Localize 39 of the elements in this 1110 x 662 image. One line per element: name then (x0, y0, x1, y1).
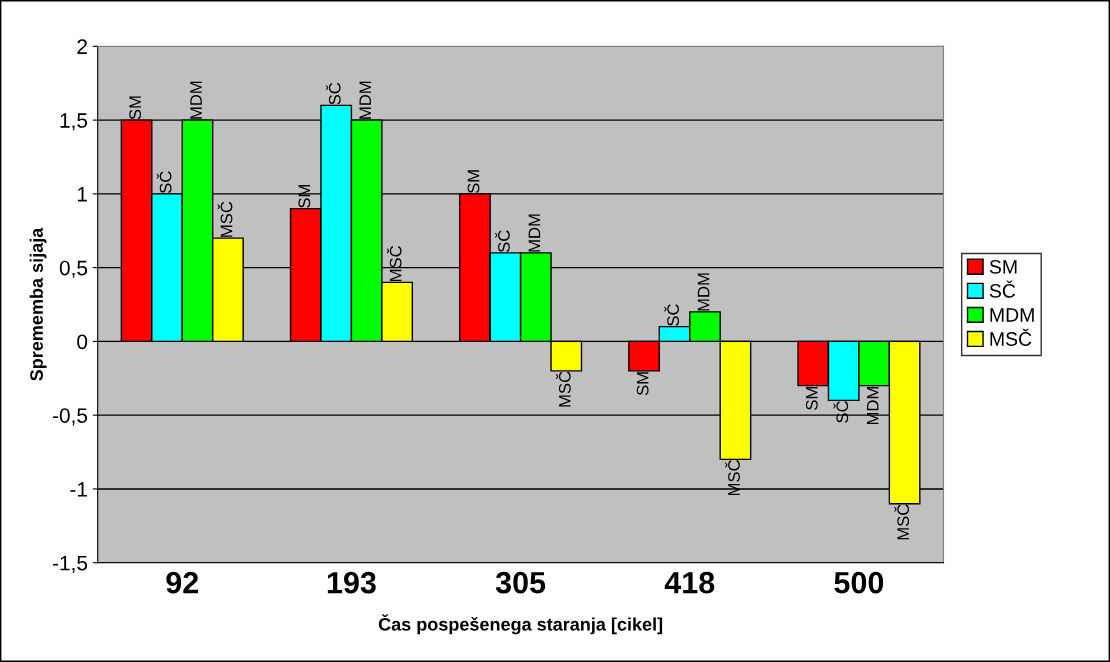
y-tick-label: 0,5 (59, 260, 88, 278)
text: SČ (156, 171, 172, 194)
text: MSČ (386, 245, 402, 282)
text: SČ (495, 230, 510, 253)
legend-label: MSČ (990, 328, 1032, 346)
x-tick-label: 418 (664, 571, 715, 594)
text: MSČ (556, 371, 571, 407)
y-tick-label: 0 (77, 334, 88, 350)
text: MDM (190, 81, 202, 119)
x-tick-label: 500 (834, 571, 884, 594)
y-tick-label: -1 (70, 482, 87, 497)
legend-label: SČ (989, 280, 1016, 298)
legend-label: SM (989, 259, 1017, 274)
text: MDM (528, 214, 541, 252)
text: SM (805, 387, 818, 410)
text: SM (467, 170, 480, 194)
text: MSČ (217, 201, 233, 237)
text: MSČ (894, 504, 910, 540)
y-tick-label: 2 (77, 39, 87, 54)
y-axis-title: Sprememba sijaja (29, 227, 47, 381)
text: SM (298, 184, 311, 208)
text: SČ (833, 401, 849, 423)
y-tick-label: -1,5 (52, 555, 88, 573)
text: MSČ (725, 460, 740, 496)
x-axis-title: Čas pospešenega staranja [cikel] (378, 614, 663, 635)
legend-label: MDM (990, 308, 1034, 322)
text: MDM (866, 387, 879, 425)
text: SM (129, 96, 142, 120)
y-tick-label: 1,5 (60, 113, 88, 131)
x-tick-label: 305 (495, 571, 546, 594)
text: MDM (697, 273, 710, 311)
x-tick-label: 92 (166, 571, 199, 594)
y-tick-label: 1 (77, 187, 87, 202)
text: SČ (325, 82, 341, 105)
text: SČ (664, 304, 679, 326)
text: MDM (359, 81, 371, 119)
text: SM (636, 372, 649, 396)
x-tick-label: 193 (327, 571, 376, 594)
y-tick-label: -0,5 (52, 408, 88, 426)
